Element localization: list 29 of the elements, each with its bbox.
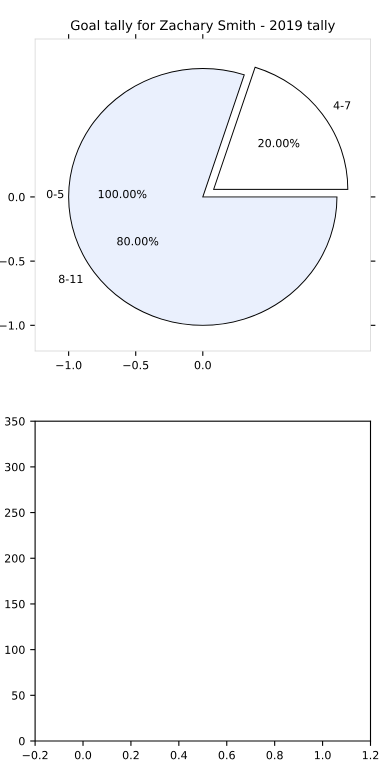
x-tick-label: 0.0 [194, 360, 211, 370]
y-tick-label: 250 [4, 508, 25, 517]
x-tick-label: 0.8 [266, 750, 283, 760]
x-tick-label: 1.2 [362, 750, 378, 760]
x-tick-label: 0.0 [74, 750, 92, 760]
y-tick-label: 200 [4, 554, 25, 563]
x-tick-label: −0.5 [123, 360, 148, 370]
x-tick-label: 0.2 [122, 750, 139, 760]
y-tick-label: 300 [5, 462, 25, 472]
y-tick-label: −0.5 [0, 257, 24, 266]
y-tick-label: 150 [5, 600, 25, 608]
annotation: 0-5 [46, 190, 64, 198]
y-tick-label: 0.0 [8, 192, 25, 202]
slice-label: 4-7 [334, 101, 350, 110]
x-tick-label: −1.0 [56, 360, 82, 370]
data-label: 20.00% [258, 138, 300, 148]
x-tick-label: 0.4 [170, 750, 188, 760]
y-tick-label: 100 [5, 646, 25, 654]
y-tick-label: 0 [19, 736, 25, 746]
slice-label: 8-11 [58, 274, 82, 284]
x-tick-label: 1.0 [314, 750, 331, 760]
x-tick-label: 0.6 [218, 750, 235, 760]
y-tick-label: 350 [5, 417, 25, 426]
y-tick-label: −1.0 [0, 321, 25, 330]
y-tick-label: 50 [12, 691, 25, 700]
annotation: 100.00% [98, 190, 146, 198]
data-label: 80.00% [117, 237, 158, 246]
x-tick-label: −0.2 [22, 750, 48, 760]
chart-title: Goal tally for Zachary Smith - 2019 tally [70, 20, 335, 33]
